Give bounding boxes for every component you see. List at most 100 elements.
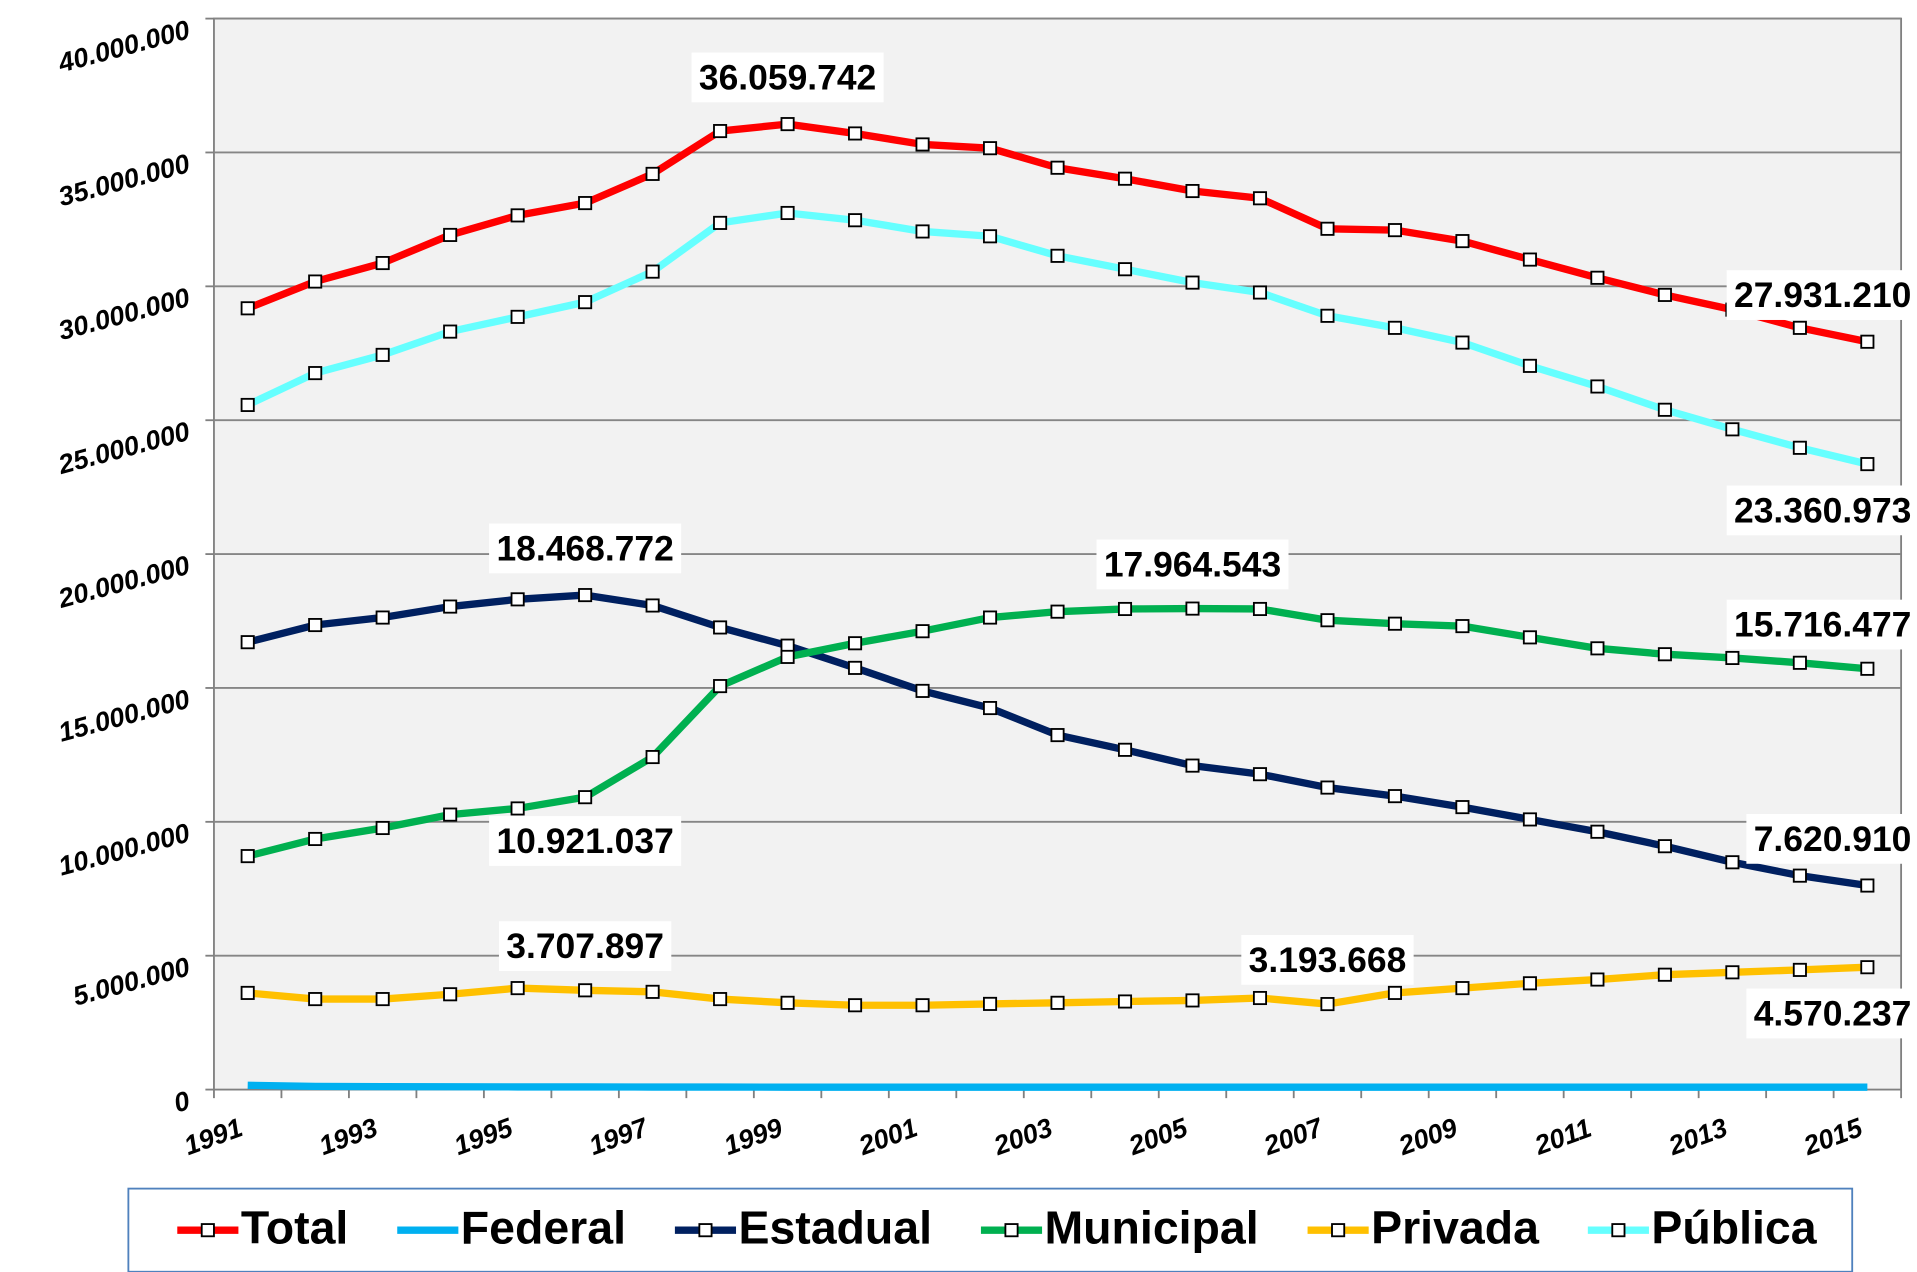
point-marker [1455, 981, 1470, 996]
y-tick-label: 0 [171, 1085, 193, 1118]
point-marker [983, 610, 998, 625]
point-marker [848, 998, 863, 1013]
legend-label[interactable]: Pública [1651, 1202, 1817, 1254]
value-label-bg [1726, 485, 1917, 536]
x-tick-label: 2001 [854, 1112, 921, 1161]
point-marker [375, 992, 390, 1007]
point-marker [240, 985, 255, 1000]
point-marker [510, 801, 525, 816]
value-label: 18.468.772 [496, 528, 673, 568]
point-marker [1050, 604, 1065, 619]
x-tick-label: 1993 [315, 1112, 381, 1161]
x-tick-label: 2005 [1124, 1112, 1192, 1161]
point-marker [645, 598, 660, 613]
point-marker [1522, 976, 1537, 991]
value-label-bg [691, 52, 884, 103]
value-label: 15.716.477 [1734, 605, 1911, 645]
point-marker [780, 649, 795, 664]
value-label: 27.931.210 [1734, 275, 1911, 315]
point-marker [510, 981, 525, 996]
x-tick-label: 2011 [1530, 1113, 1596, 1161]
point-marker [1455, 234, 1470, 249]
value-label-group: 23.360.973 [1726, 485, 1917, 536]
point-marker [645, 750, 660, 765]
point-marker [1590, 824, 1605, 839]
point-marker [713, 992, 728, 1007]
point-marker [1117, 994, 1133, 1009]
x-tick-label: 1999 [720, 1112, 786, 1161]
value-label-group: 17.964.543 [1096, 539, 1289, 590]
point-marker [1117, 601, 1133, 617]
point-marker [713, 124, 728, 139]
value-label: 3.707.897 [506, 926, 664, 966]
x-tick-label: 2013 [1664, 1112, 1731, 1161]
point-marker [1050, 248, 1065, 263]
value-label: 36.059.742 [699, 57, 876, 97]
point-marker [308, 274, 323, 289]
point-marker [1657, 287, 1672, 302]
point-marker [1725, 965, 1740, 980]
y-tick-label: 10.000.000 [55, 818, 193, 882]
value-label-bg [489, 816, 682, 866]
point-marker [1657, 839, 1672, 854]
value-label-bg [1746, 988, 1917, 1039]
legend-label[interactable]: Estadual [738, 1202, 932, 1254]
point-marker [645, 984, 660, 999]
point-marker [983, 141, 998, 156]
point-marker [1455, 335, 1470, 350]
point-marker [915, 224, 930, 239]
value-label-bg [1241, 934, 1414, 985]
point-marker [443, 807, 458, 822]
point-marker [375, 820, 390, 836]
point-marker [1725, 855, 1740, 870]
point-marker [1320, 997, 1335, 1012]
point-marker [1320, 613, 1335, 628]
point-marker [1185, 183, 1200, 199]
value-label-group: 15.716.477 [1726, 599, 1917, 650]
legend-label[interactable]: Total [241, 1202, 348, 1254]
point-marker [1792, 962, 1807, 977]
point-marker [983, 701, 998, 716]
value-label-group: 36.059.742 [691, 52, 884, 103]
point-marker [240, 635, 255, 650]
point-marker [578, 295, 593, 310]
legend-marker [1331, 1223, 1346, 1238]
point-marker [1860, 878, 1875, 893]
point-marker [1185, 993, 1200, 1008]
value-label: 23.360.973 [1734, 490, 1911, 530]
point-marker [240, 301, 255, 316]
legend-marker [698, 1223, 713, 1238]
point-marker [443, 599, 458, 614]
point-marker [713, 679, 728, 694]
point-marker [1860, 457, 1875, 472]
x-tick-label: 2003 [989, 1112, 1056, 1161]
x-tick-label: 1997 [585, 1112, 652, 1161]
legend-label[interactable]: Federal [461, 1202, 626, 1254]
point-marker [1320, 308, 1335, 323]
point-marker [1185, 758, 1200, 773]
y-tick-label: 40.000.000 [54, 14, 193, 78]
y-tick-label: 30.000.000 [55, 282, 193, 346]
point-marker [1590, 972, 1605, 987]
x-tick-label: 2015 [1799, 1112, 1867, 1161]
y-tick-label: 25.000.000 [54, 416, 193, 480]
point-marker [780, 205, 795, 221]
legend-label[interactable]: Privada [1371, 1202, 1540, 1254]
value-label-bg [498, 921, 672, 971]
point-marker [1860, 661, 1875, 676]
point-marker [780, 995, 795, 1010]
point-marker [848, 213, 863, 228]
value-label-bg [489, 523, 682, 574]
point-marker [1522, 358, 1537, 373]
point-marker [1590, 379, 1605, 394]
point-marker [1252, 601, 1268, 617]
point-marker [1725, 422, 1740, 437]
point-marker [645, 166, 660, 181]
point-marker [1320, 780, 1335, 795]
point-marker [1657, 647, 1672, 662]
value-label-bg [1746, 813, 1917, 864]
point-marker [915, 624, 930, 639]
point-marker [1252, 767, 1268, 782]
y-tick-label: 5.000.000 [70, 952, 193, 1012]
legend-label[interactable]: Municipal [1045, 1202, 1259, 1254]
